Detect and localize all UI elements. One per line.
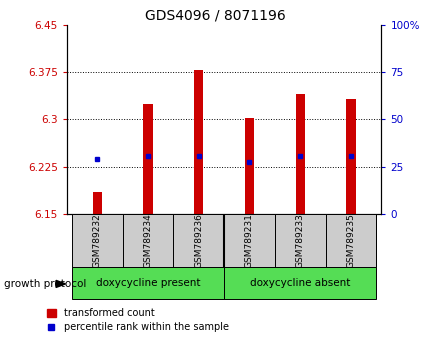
Text: GSM789231: GSM789231 (244, 213, 253, 268)
Text: doxycycline present: doxycycline present (95, 278, 200, 288)
Bar (194, 70, 203, 214)
Polygon shape (56, 280, 65, 287)
Bar (224, 214, 274, 267)
Bar (72, 267, 224, 299)
Bar (346, 99, 355, 214)
Bar (123, 214, 173, 267)
Legend: transformed count, percentile rank within the sample: transformed count, percentile rank withi… (43, 304, 232, 336)
Bar (274, 214, 325, 267)
Bar (72, 214, 123, 267)
Text: GDS4096 / 8071196: GDS4096 / 8071196 (145, 9, 285, 23)
Text: GSM789234: GSM789234 (143, 213, 152, 268)
Bar (143, 104, 152, 214)
Text: GSM789232: GSM789232 (92, 213, 101, 268)
Text: doxycycline absent: doxycycline absent (249, 278, 350, 288)
Text: GSM789235: GSM789235 (346, 213, 355, 268)
Text: growth protocol: growth protocol (4, 279, 86, 289)
Bar (295, 94, 304, 214)
Bar (244, 118, 253, 214)
Bar (173, 214, 224, 267)
Bar (325, 214, 375, 267)
Text: GSM789233: GSM789233 (295, 213, 304, 268)
Bar (224, 267, 375, 299)
Bar (92, 192, 101, 214)
Text: GSM789236: GSM789236 (194, 213, 203, 268)
